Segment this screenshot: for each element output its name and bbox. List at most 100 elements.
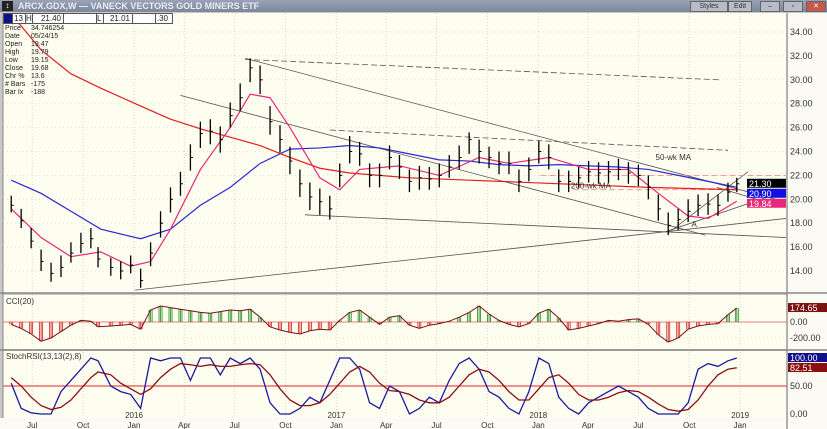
- stochrsi-tick-label: 50.00: [790, 381, 813, 391]
- price-bar: [189, 144, 193, 171]
- price-bar: [607, 161, 612, 183]
- price-bar: [448, 155, 452, 178]
- low-field[interactable]: 21.01: [104, 14, 133, 23]
- price-tick-label: 16.00: [790, 242, 813, 252]
- info-value: -175: [31, 81, 46, 88]
- value-tag-label: 19.84: [749, 199, 772, 209]
- price-bar: [179, 171, 183, 196]
- price-bar: [518, 169, 522, 193]
- stochrsi-fast-line: [10, 357, 738, 415]
- price-bar: [339, 163, 343, 188]
- price-bar: [667, 212, 671, 236]
- price-bar: [438, 163, 442, 188]
- cci-tick-label: 0.00: [790, 317, 808, 327]
- restore-button[interactable]: ▫: [783, 1, 803, 12]
- restore-icon: ▫: [791, 3, 795, 10]
- price-bar: [80, 232, 84, 254]
- price-bar: [687, 199, 691, 223]
- price-bar: [149, 242, 154, 267]
- low-label: L: [97, 14, 104, 23]
- x-tick-label: Jul: [27, 421, 37, 429]
- value-tag: [747, 198, 786, 208]
- stochrsi-tick-label: 0.00: [790, 409, 808, 419]
- x-tick-label: Apr: [582, 421, 595, 429]
- price-tick-label: 20.00: [790, 194, 813, 204]
- price-bar: [159, 211, 164, 238]
- price-bar: [707, 193, 711, 215]
- color-swatch[interactable]: [4, 14, 13, 23]
- x-tick-label: Jan: [532, 421, 545, 429]
- x-tick-year: 2016: [125, 411, 143, 420]
- price-bar: [329, 195, 333, 220]
- price-tick-label: 18.00: [790, 218, 813, 228]
- price-bar: [478, 139, 482, 164]
- cci-value-tag: [788, 303, 827, 313]
- x-tick-label: Jul: [633, 421, 643, 429]
- price-bar: [458, 145, 462, 170]
- price-bar: [50, 262, 54, 282]
- info-row: Low 19.15: [5, 57, 64, 65]
- trendline: [304, 214, 787, 238]
- info-label: Low: [5, 57, 18, 64]
- styles-button[interactable]: Styles: [690, 1, 728, 12]
- x-tick-label: Jan: [734, 421, 747, 429]
- info-row: Close 19.68: [5, 65, 64, 73]
- price-bar: [130, 255, 134, 274]
- x-tick-label: Jan: [330, 421, 343, 429]
- chart-annotation: A: [691, 220, 697, 229]
- x-tick-label: Apr: [380, 421, 393, 429]
- stochrsi-value-label: 82.51: [790, 363, 813, 373]
- price-tick-label: 22.00: [790, 170, 813, 180]
- price-bar: [110, 257, 114, 276]
- cci-value-label: 174.65: [790, 303, 818, 313]
- close-icon: ✕: [813, 3, 819, 10]
- stochrsi-value-label: 100.00: [790, 353, 818, 363]
- x-tick-year: 2019: [731, 411, 749, 420]
- info-label: Price: [5, 25, 21, 32]
- chart-annotation: 200-wk MA: [571, 182, 612, 191]
- high-label: H: [26, 14, 33, 23]
- info-row: Bar Ix -188: [5, 89, 64, 97]
- price-bar: [727, 182, 731, 202]
- price-bar: [597, 162, 602, 184]
- price-bar: [697, 194, 701, 217]
- price-bar: [368, 163, 373, 188]
- info-value: 13.6: [31, 73, 45, 80]
- trendline: [245, 57, 781, 201]
- trendline: [180, 94, 706, 236]
- price-bar: [358, 141, 363, 166]
- close-button[interactable]: ✕: [806, 1, 826, 12]
- price-bar: [677, 208, 681, 231]
- price-bar: [538, 140, 542, 164]
- price-bar: [259, 65, 263, 95]
- price-bar: [587, 161, 592, 183]
- x-tick-label: Jan: [128, 421, 141, 429]
- price-bar: [558, 169, 562, 193]
- minimize-icon: –: [768, 3, 772, 10]
- high-field[interactable]: 21.40: [33, 14, 64, 23]
- empty-field-2[interactable]: [133, 14, 156, 23]
- ma200-line: [10, 13, 737, 191]
- info-label: # Bars: [5, 81, 26, 88]
- change-field[interactable]: .30: [156, 14, 168, 23]
- info-row: Date 05/24/15: [5, 33, 64, 41]
- period-field[interactable]: 13: [13, 14, 26, 23]
- edit-button[interactable]: Edit: [728, 1, 752, 12]
- cci-tick-label: -200.00: [790, 333, 821, 343]
- minimize-button[interactable]: –: [760, 1, 780, 12]
- quote-input-row: 13 H 21.40 L 21.01 .30: [3, 13, 173, 24]
- price-bar: [647, 175, 651, 200]
- price-bar: [398, 155, 402, 179]
- info-value: 05/24/15: [31, 33, 59, 40]
- info-label: Open: [5, 41, 23, 48]
- info-label: Close: [5, 65, 23, 72]
- info-row: Price 34.746254: [5, 25, 64, 33]
- price-bar: [209, 119, 213, 145]
- value-tag: [747, 188, 786, 198]
- price-bar: [627, 162, 631, 184]
- empty-field[interactable]: [64, 14, 97, 23]
- price-bar: [568, 170, 572, 193]
- price-bar: [498, 151, 502, 175]
- price-bar: [60, 255, 64, 277]
- price-bar: [169, 187, 174, 213]
